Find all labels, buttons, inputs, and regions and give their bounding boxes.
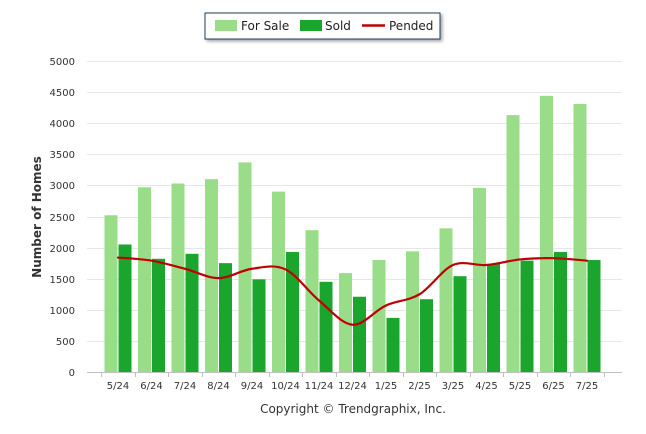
x-tick-label: 5/25	[509, 381, 531, 392]
y-tick-label: 4500	[50, 88, 75, 99]
y-tick-label: 1000	[50, 306, 75, 317]
bar-sold[interactable]	[587, 260, 601, 372]
y-axis-ticks: 0 500 1000 1500 2000 2500 3000 3500 4000 4500 5000	[50, 57, 75, 379]
bar-sold[interactable]	[286, 251, 299, 372]
y-tick-label: 4000	[50, 119, 75, 130]
y-tick-label: 3500	[50, 150, 75, 161]
bar-for-sale[interactable]	[439, 228, 453, 372]
legend-label-pended[interactable]: Pended	[389, 19, 433, 33]
bar-for-sale[interactable]	[238, 162, 252, 372]
y-tick-label: 2500	[50, 213, 75, 224]
y-tick-label: 500	[56, 337, 75, 348]
x-tick-label: 2/25	[408, 381, 430, 392]
y-axis-title: Number of Homes	[30, 156, 44, 278]
bar-sold[interactable]	[219, 263, 232, 372]
x-tick-label: 11/24	[305, 381, 334, 392]
bar-for-sale[interactable]	[372, 260, 386, 372]
bar-for-sale[interactable]	[305, 230, 319, 372]
x-tick-label: 6/24	[140, 381, 162, 392]
bar-sold[interactable]	[185, 253, 199, 372]
y-tick-label: 1500	[50, 275, 75, 286]
legend-label-sold[interactable]: Sold	[325, 19, 351, 33]
legend-label-for-sale[interactable]: For Sale	[241, 19, 289, 33]
bar-sold[interactable]	[386, 317, 400, 372]
x-tick-label: 9/24	[241, 381, 263, 392]
y-tick-label: 3000	[50, 181, 75, 192]
x-tick-label: 4/25	[475, 381, 497, 392]
copyright-credit: Copyright © Trendgraphix, Inc.	[260, 402, 446, 416]
x-tick-label: 7/25	[576, 381, 598, 392]
bar-sold[interactable]	[520, 260, 534, 372]
bar-for-sale[interactable]	[171, 183, 185, 372]
bar-for-sale[interactable]	[573, 103, 587, 372]
legend-swatch-for-sale[interactable]	[215, 20, 237, 31]
bar-for-sale[interactable]	[205, 179, 218, 372]
bar-for-sale[interactable]	[540, 95, 553, 372]
bar-sold[interactable]	[353, 296, 366, 372]
x-tick-label: 5/24	[107, 381, 129, 392]
bar-sold[interactable]	[487, 263, 500, 372]
legend: For Sale Sold Pended	[204, 12, 441, 40]
bar-sold[interactable]	[453, 276, 467, 372]
line-pended[interactable]	[116, 256, 589, 326]
y-tick-label: 5000	[50, 57, 75, 68]
bar-sold[interactable]	[118, 244, 132, 372]
x-tick-label: 1/25	[375, 381, 397, 392]
bar-sold[interactable]	[420, 299, 433, 372]
y-tick-label: 0	[69, 368, 75, 379]
x-tick-label: 3/25	[442, 381, 464, 392]
bar-for-sale[interactable]	[473, 187, 486, 372]
bar-sold[interactable]	[252, 279, 266, 372]
bar-for-sale[interactable]	[506, 115, 520, 372]
x-tick-label: 7/24	[174, 381, 196, 392]
bar-sold[interactable]	[152, 258, 165, 372]
bar-for-sale[interactable]	[138, 187, 151, 372]
x-tick-label: 12/24	[338, 381, 367, 392]
bars	[104, 95, 601, 372]
x-tick-label: 6/25	[542, 381, 564, 392]
legend-swatch-sold[interactable]	[300, 20, 322, 31]
legend-box	[204, 12, 441, 40]
bar-sold[interactable]	[319, 281, 333, 372]
bar-sold[interactable]	[554, 251, 567, 372]
bar-for-sale[interactable]	[104, 215, 118, 372]
bar-for-sale[interactable]	[406, 251, 419, 372]
pended-line-layer	[116, 256, 589, 326]
y-tick-label: 2000	[50, 244, 75, 255]
x-tick-label: 10/24	[271, 381, 300, 392]
bar-for-sale[interactable]	[272, 191, 285, 372]
x-axis-ticks: 5/24 6/24 7/24 8/24 9/24 10/24 11/24 12/24 1/25 2…	[101, 372, 605, 392]
x-tick-label: 8/24	[207, 381, 229, 392]
